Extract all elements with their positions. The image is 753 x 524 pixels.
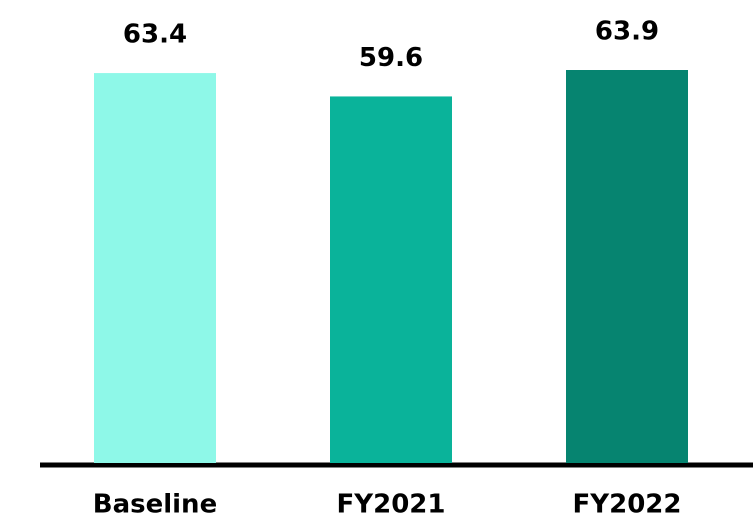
value-label: 63.4: [123, 20, 187, 50]
bar: [566, 70, 688, 463]
bar: [330, 96, 452, 463]
bar: [94, 73, 216, 463]
x-tick-label: Baseline: [93, 490, 217, 520]
x-tick-label: FY2022: [573, 490, 682, 520]
value-label: 59.6: [359, 43, 423, 73]
value-label: 63.9: [595, 17, 659, 47]
x-tick-label: FY2021: [337, 490, 446, 520]
